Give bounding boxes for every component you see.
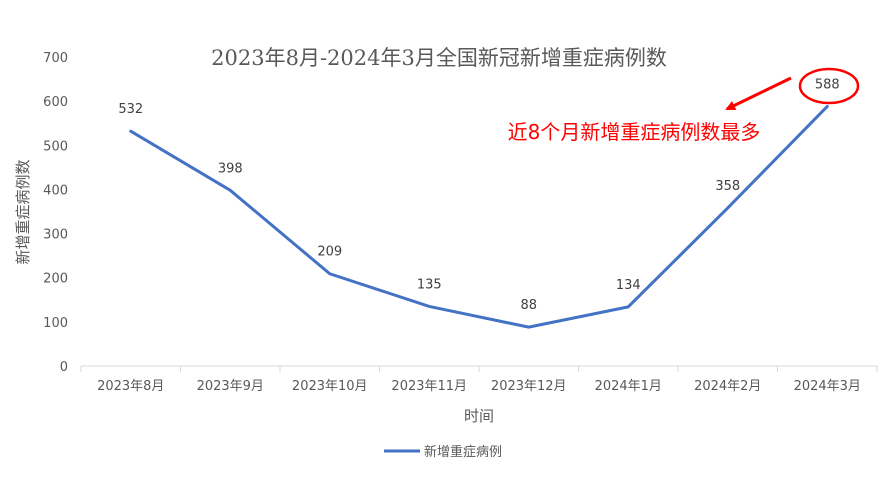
data-label: 358: [715, 179, 740, 194]
x-axis: 2023年8月 2023年9月 2023年10月 2023年11月 2023年12月 20…: [80, 365, 878, 394]
y-tick-label: 600: [43, 95, 68, 110]
y-tick-label: 200: [43, 272, 68, 287]
y-axis-title: 新增重症病例数: [14, 159, 32, 264]
data-label: 209: [317, 245, 342, 260]
y-tick-label: 400: [43, 183, 68, 198]
x-tick-label: 2023年8月: [97, 379, 164, 394]
data-label: 398: [218, 161, 243, 176]
data-label: 135: [417, 277, 442, 292]
x-tick-label: 2024年3月: [794, 379, 861, 394]
series-line: [129, 104, 829, 329]
legend-label: 新增重症病例: [424, 444, 502, 460]
x-axis-title: 时间: [464, 407, 494, 425]
chart-title: 2023年8月-2024年3月全国新冠新增重症病例数: [211, 46, 667, 70]
y-tick-label: 100: [43, 316, 68, 331]
y-tick-label: 500: [43, 139, 68, 154]
highlight-circle: [798, 67, 860, 105]
data-label: 88: [520, 298, 537, 313]
y-tick-label: 0: [60, 360, 68, 375]
series-layer: [129, 104, 829, 329]
data-labels: 532 398 209 135 88 134 358 588: [118, 77, 839, 313]
legend: 新增重症病例: [384, 444, 502, 460]
data-label: 532: [118, 102, 143, 117]
data-label: 588: [815, 77, 840, 92]
x-tick-label: 2023年11月: [391, 379, 467, 394]
x-tick-label: 2023年9月: [197, 379, 264, 394]
annotation: 近8个月新增重症病例数最多: [508, 67, 860, 144]
annotation-arrow: [725, 76, 792, 111]
data-label: 134: [616, 278, 641, 293]
y-tick-label: 700: [43, 51, 68, 66]
x-tick-label: 2024年2月: [694, 379, 761, 394]
y-axis: 0 100 200 300 400 500 600 700: [43, 51, 68, 375]
x-tick-label: 2023年10月: [292, 379, 368, 394]
annotation-text: 近8个月新增重症病例数最多: [508, 120, 761, 144]
y-tick-label: 300: [43, 228, 68, 243]
x-tick-label: 2023年12月: [491, 379, 567, 394]
x-tick-label: 2024年1月: [595, 379, 662, 394]
